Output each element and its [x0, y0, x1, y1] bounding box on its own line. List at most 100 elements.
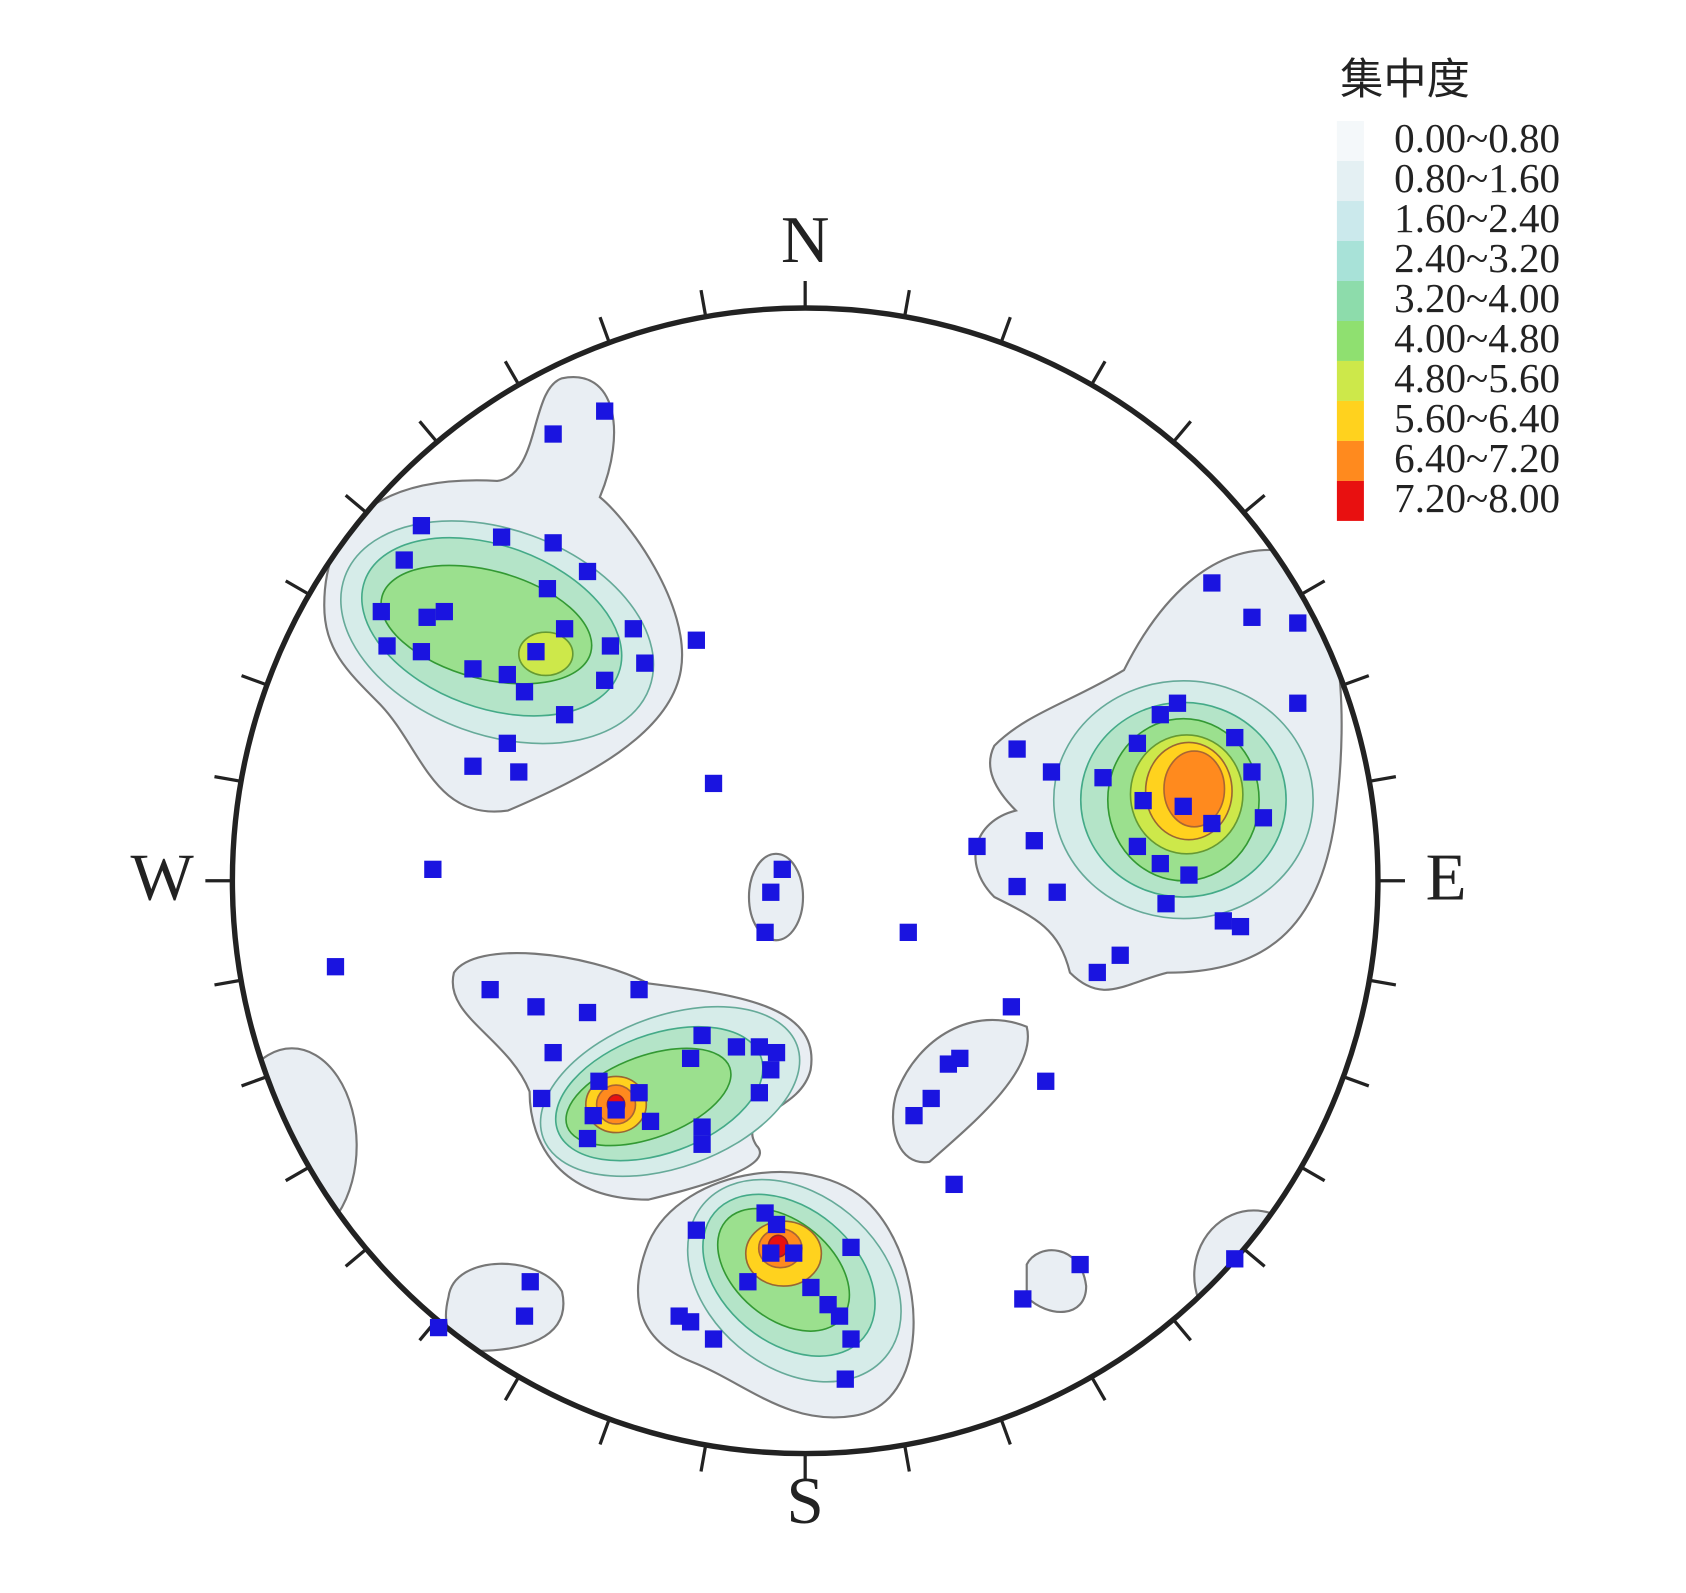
azimuth-tick — [344, 1247, 368, 1268]
pole-point — [429, 1318, 448, 1337]
pole-point — [464, 757, 482, 775]
pole-point — [424, 860, 442, 878]
pole-point — [905, 1106, 923, 1125]
pole-point — [544, 425, 562, 443]
pole-point — [510, 763, 528, 781]
legend-swatch — [1336, 480, 1364, 521]
pole-point — [1168, 694, 1187, 712]
azimuth-tick — [903, 1444, 911, 1472]
legend-swatch — [1336, 280, 1364, 321]
pole-point — [1088, 963, 1106, 982]
pole-point — [544, 1043, 562, 1062]
pole-point — [578, 1129, 597, 1148]
legend-swatch — [1336, 320, 1364, 361]
pole-point — [584, 1106, 602, 1125]
pole-point — [1008, 877, 1026, 896]
pole-point — [1214, 912, 1232, 930]
legend-label: 6.40~7.20 — [1394, 435, 1560, 481]
azimuth-tick — [240, 1075, 268, 1088]
pole-point — [630, 1084, 648, 1102]
pole-point — [636, 654, 654, 672]
pole-point — [498, 734, 516, 752]
pole-point — [756, 923, 774, 941]
pole-point — [492, 528, 511, 546]
pole-point — [1134, 791, 1152, 810]
pole-point — [533, 1089, 551, 1108]
legend-label: 3.20~4.00 — [1394, 275, 1560, 321]
azimuth-tick — [503, 1376, 521, 1402]
azimuth-tick — [284, 1165, 310, 1183]
legend-swatch — [1336, 400, 1364, 441]
legend-label: 4.00~4.80 — [1394, 315, 1560, 361]
azimuth-tick — [1172, 1318, 1192, 1342]
pole-point — [767, 1215, 786, 1234]
pole-point — [326, 958, 345, 976]
pole-point — [750, 1084, 768, 1102]
legend-swatch — [1336, 360, 1364, 401]
east-label: E — [1426, 840, 1467, 914]
pole-point — [899, 923, 917, 941]
pole-point — [1157, 895, 1175, 913]
pole-point — [578, 562, 597, 581]
azimuth-tick — [418, 420, 439, 444]
pole-point — [630, 980, 648, 999]
pole-point — [578, 1003, 597, 1022]
pole-point — [830, 1307, 849, 1325]
pole-point — [544, 534, 562, 552]
pole-point — [836, 1370, 854, 1388]
azimuth-tick — [214, 775, 242, 783]
azimuth-tick — [699, 289, 708, 317]
south-label: S — [787, 1464, 824, 1538]
pole-point — [435, 602, 453, 621]
pole-point — [687, 1221, 705, 1239]
pole-point — [378, 637, 396, 655]
azimuth-tick — [1242, 1247, 1266, 1268]
pole-point — [1025, 832, 1043, 850]
azimuth-tick — [699, 1444, 708, 1472]
pole-point — [767, 1043, 786, 1062]
pole-point — [1002, 998, 1021, 1016]
pole-point — [1289, 614, 1307, 632]
pole-point — [773, 860, 791, 878]
pole-point — [693, 1118, 711, 1136]
pole-point — [521, 1273, 539, 1291]
pole-point — [1254, 809, 1273, 827]
azimuth-tick — [1090, 1376, 1107, 1402]
pole-point — [687, 631, 705, 649]
azimuth-tick — [999, 1418, 1012, 1445]
pole-point — [842, 1330, 860, 1348]
azimuth-tick — [1342, 674, 1370, 687]
legend-label: 2.40~3.20 — [1394, 235, 1560, 281]
north-label: N — [781, 203, 829, 277]
legend-swatch — [1336, 161, 1364, 202]
azimuth-tick — [1242, 494, 1266, 514]
azimuth-tick — [1090, 360, 1107, 386]
pole-point — [704, 774, 723, 793]
legend-label: 1.60~2.40 — [1394, 195, 1560, 241]
pole-point — [498, 665, 516, 684]
pole-point — [762, 883, 780, 901]
pole-point — [607, 1101, 625, 1119]
pole-point — [1128, 837, 1147, 856]
pole-point — [785, 1244, 803, 1262]
pole-point — [1094, 769, 1112, 787]
pole-point — [527, 643, 545, 661]
pole-point — [590, 1072, 608, 1090]
pole-point — [515, 683, 534, 701]
legend-label: 0.00~0.80 — [1394, 115, 1560, 161]
pole-point — [418, 608, 436, 626]
azimuth-tick — [903, 289, 911, 317]
pole-point — [1128, 734, 1147, 752]
legend-label: 5.60~6.40 — [1394, 395, 1560, 441]
pole-point — [538, 580, 557, 598]
pole-point — [515, 1307, 534, 1325]
azimuth-tick — [214, 978, 242, 987]
west-label: W — [131, 840, 195, 914]
azimuth-tick — [344, 494, 368, 514]
pole-point — [762, 1244, 780, 1262]
pole-point — [1243, 763, 1261, 781]
pole-point — [464, 660, 482, 678]
pole-point — [1014, 1290, 1032, 1308]
pole-point — [951, 1049, 969, 1068]
